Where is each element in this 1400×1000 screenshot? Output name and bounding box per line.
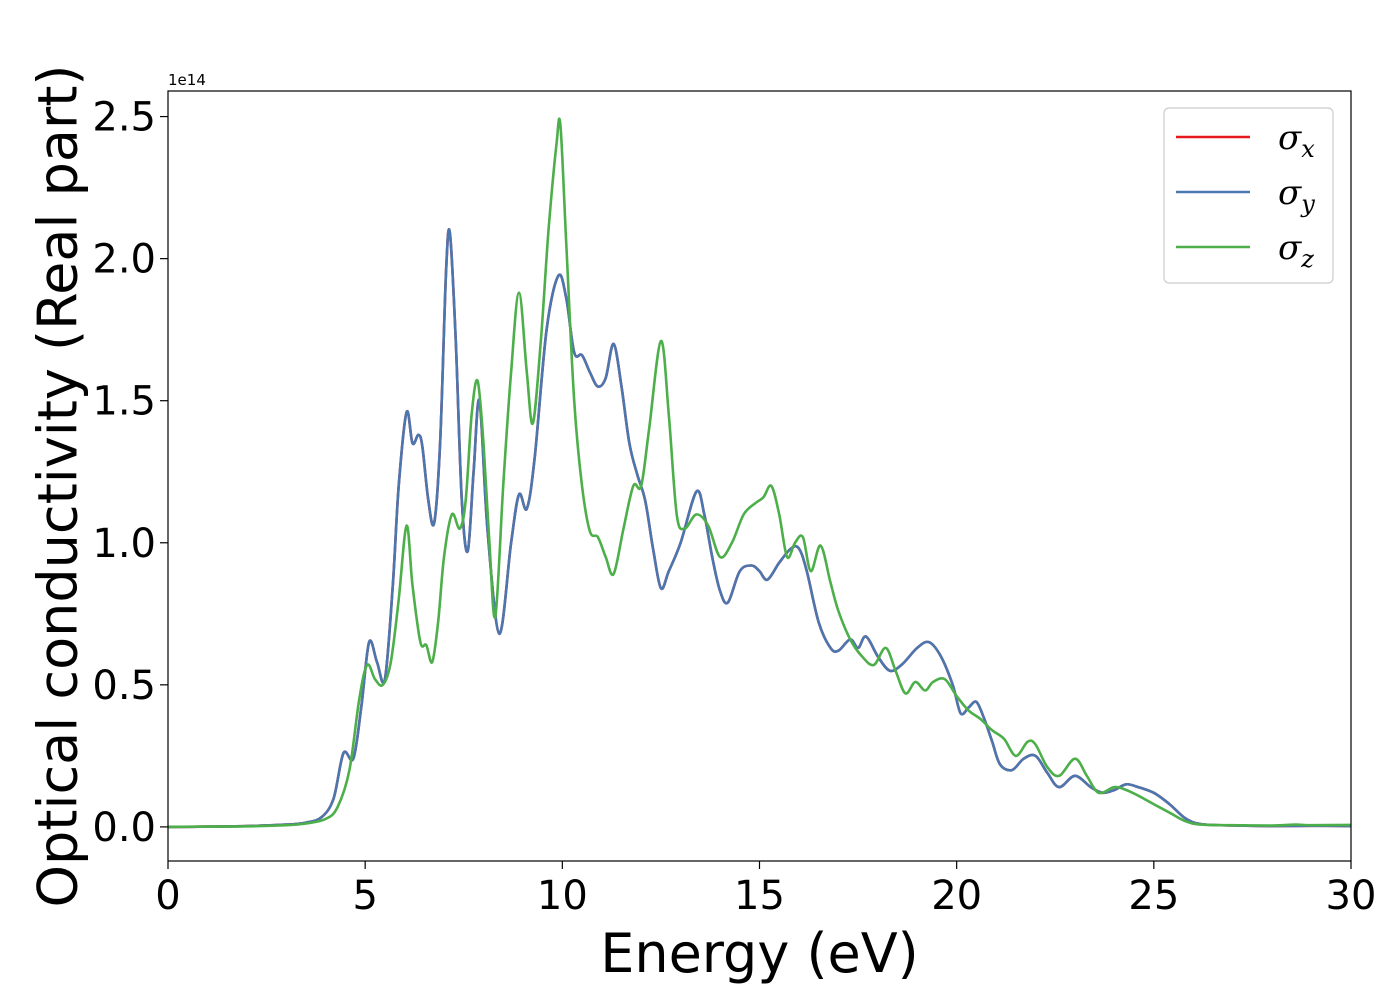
legend-symbol: σ (1278, 173, 1302, 213)
legend-frame (1163, 107, 1334, 284)
y-offset-label: 1e14 (168, 71, 206, 89)
x-tick-label: 30 (1326, 873, 1377, 919)
series-line-y (168, 228, 1351, 829)
series-line-z (168, 117, 1351, 829)
series-lines (168, 117, 1351, 829)
x-tick-label: 0 (155, 873, 180, 919)
legend-subscript: y (1300, 190, 1315, 218)
x-axis-label: Energy (eV) (600, 922, 919, 985)
y-tick-label: 2.5 (92, 95, 156, 141)
legend-label-z: σz (1278, 228, 1314, 273)
y-tick-label: 2.0 (92, 237, 156, 283)
y-tick-label: 1.0 (92, 521, 156, 567)
x-tick-label: 20 (931, 873, 982, 919)
legend-subscript: z (1300, 245, 1314, 273)
y-axis-label: Optical conductivity (Real part) (27, 65, 90, 908)
legend-subscript: x (1301, 135, 1315, 163)
x-tick-label: 25 (1128, 873, 1179, 919)
legend-symbol: σ (1278, 228, 1302, 268)
x-tick-label: 5 (352, 873, 377, 919)
legend-label-x: σx (1278, 118, 1315, 163)
x-tick-label: 10 (537, 873, 588, 919)
x-tick-label: 15 (734, 873, 785, 919)
y-tick-label: 1.5 (92, 379, 156, 425)
x-axis-ticks: 0 5 10 15 20 25 30 (155, 861, 1376, 919)
y-tick-label: 0.5 (92, 663, 156, 709)
y-tick-label: 0.0 (92, 805, 156, 851)
y-axis-ticks: 0.0 0.5 1.0 1.5 2.0 2.5 (92, 95, 168, 851)
legend-label-y: σy (1278, 173, 1315, 218)
legend-symbol: σ (1278, 118, 1302, 158)
